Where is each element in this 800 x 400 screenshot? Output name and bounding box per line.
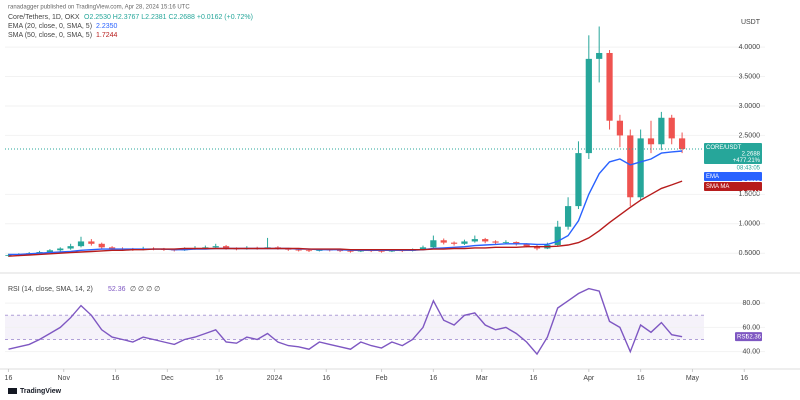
candle-body [482, 239, 489, 242]
currency: USDT [741, 19, 761, 26]
y-tick-label: 0.5000 [739, 250, 761, 257]
candle-body [222, 246, 230, 249]
x-tick-label: May [686, 375, 700, 382]
x-tick-label: Mar [476, 375, 489, 382]
x-tick-label: 16 [637, 375, 645, 382]
candle-body [513, 242, 520, 244]
candle-body [98, 243, 105, 248]
candle-body [596, 52, 603, 59]
candle-body [295, 249, 302, 251]
ema-value: 2.2350 [96, 23, 118, 30]
sma-tag [704, 182, 762, 191]
price-tag-text: 2.2688 [742, 152, 761, 158]
x-tick-label: Dec [161, 375, 174, 382]
candle-body [305, 250, 313, 252]
logo-mark [8, 388, 17, 394]
y-tick-label: 80.00 [742, 300, 760, 307]
rsi-tag [735, 332, 762, 342]
candle-body [502, 242, 510, 243]
price-tag-text: CORE/USDT [706, 145, 742, 151]
candle-body [450, 242, 458, 244]
candle-body [678, 138, 686, 150]
y-tick-label: 1.0000 [739, 221, 761, 228]
y-tick-label: 2.5000 [739, 132, 761, 139]
x-tick-label: 16 [740, 375, 748, 382]
x-tick-label: 16 [429, 375, 437, 382]
y-tick-label: 4.0000 [739, 44, 761, 51]
candle-body [616, 120, 624, 136]
logo [8, 388, 17, 394]
x-tick-label: 16 [215, 375, 223, 382]
ema-tag [704, 172, 762, 181]
candle-body [440, 240, 447, 243]
candle-body [637, 138, 644, 198]
x-tick-label: Feb [376, 375, 388, 382]
candle-body [627, 135, 634, 198]
candle-body [46, 250, 54, 253]
x-tick-label: 16 [322, 375, 330, 382]
ohlc: O2.2530 H2.3767 L2.2381 C2.2688 +0.0162 … [84, 14, 253, 21]
candle-body [430, 240, 437, 248]
y-tick-label: 60.00 [742, 324, 760, 331]
candle-body [523, 243, 530, 247]
indicator-line [8, 180, 683, 257]
y-tick-label: 3.0000 [739, 103, 761, 110]
indicator-line [8, 287, 683, 356]
x-tick-label: 16 [112, 375, 120, 382]
ema-legend: EMA (20, close, 0, SMA, 5) [8, 23, 92, 30]
rsi-legend: RSI (14, close, SMA, 14, 2) [8, 286, 93, 293]
candle-body [108, 247, 116, 249]
ema-tag-text: EMA [706, 174, 719, 180]
x-tick-label: 16 [5, 375, 13, 382]
y-tick-label: 1.5000 [739, 191, 761, 198]
candle-body [336, 250, 344, 252]
candle-body [5, 254, 12, 256]
candle-body [554, 226, 561, 245]
rsi-value: 52.36 [108, 286, 126, 293]
candle-body [57, 248, 64, 251]
candle-body [461, 241, 468, 244]
candle-body [668, 117, 675, 139]
candle-body [77, 241, 85, 247]
rsi-tag-name: RSI [737, 334, 747, 340]
candle-body [419, 247, 427, 250]
x-tick-label: 2024 [267, 375, 283, 382]
candle-body [471, 239, 478, 242]
sma-legend: SMA (50, close, 0, SMA, 5) [8, 32, 92, 39]
y-tick-label: 3.5000 [739, 73, 761, 80]
countdown: 08:43:05 [737, 166, 761, 172]
x-tick-label: 16 [530, 375, 538, 382]
price-tag-text: +477.21% [733, 158, 761, 164]
y-tick-label: 40.00 [742, 349, 760, 356]
rsi-extra: ∅ ∅ ∅ ∅ [130, 286, 160, 293]
brand: TradingView [20, 388, 62, 395]
x-tick-label: Apr [583, 375, 595, 382]
symbol: Core/Tethers, 1D, OKX [8, 14, 80, 21]
rsi-tag-value: 52.36 [746, 334, 762, 340]
candle-body [658, 117, 665, 145]
candle-body [564, 206, 572, 227]
candle-body [347, 250, 354, 252]
price-tag [704, 143, 762, 164]
candle-body [585, 58, 592, 154]
sma-tag-text: SMA MA [706, 184, 729, 190]
sma-tag-text: 1.7244 [742, 191, 761, 197]
publisher: ranadagger published on TradingView.com,… [8, 5, 190, 11]
candle-body [492, 241, 499, 243]
candle-body [575, 153, 582, 207]
candle-body [647, 138, 655, 145]
x-tick-label: Nov [58, 375, 71, 382]
candle-body [212, 246, 219, 248]
candle-body [378, 250, 385, 252]
candle-body [88, 241, 95, 244]
candle-body [67, 246, 74, 249]
candle-body [606, 52, 613, 121]
sma-value: 1.7244 [96, 32, 118, 39]
